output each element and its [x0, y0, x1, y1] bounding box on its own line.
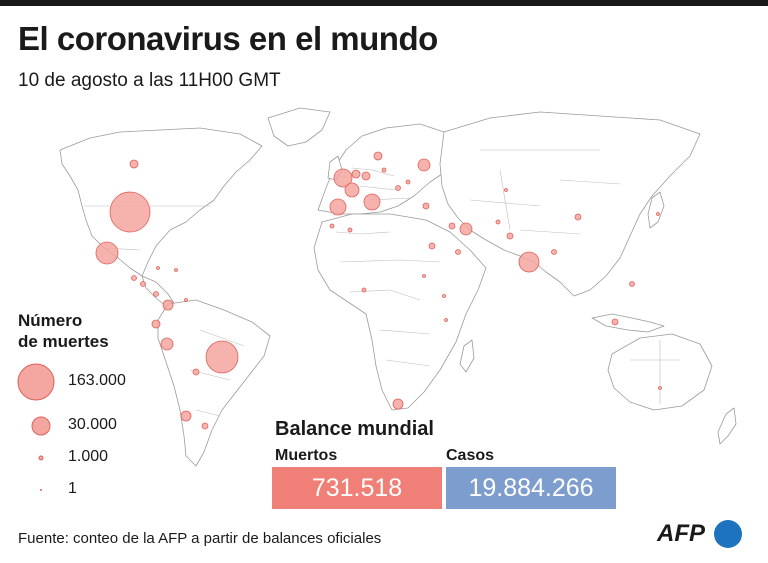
continent-madagascar — [459, 339, 475, 373]
bubble-canada — [129, 159, 139, 169]
continent-south-america — [157, 299, 271, 467]
bubble-poland — [381, 167, 387, 173]
bubble-afghanistan — [495, 219, 501, 225]
bubble-germany — [361, 171, 371, 181]
bubble-philippines — [629, 281, 635, 287]
bubble-peru — [160, 337, 174, 351]
bubble-australia — [658, 386, 662, 390]
bubble-cuba — [156, 266, 160, 270]
afp-logo-text: AFP — [657, 520, 705, 547]
bubble-iraq — [448, 222, 456, 230]
continent-greenland — [267, 107, 331, 147]
bubble-sweden — [373, 151, 383, 161]
cases-label: Casos — [446, 447, 495, 464]
cases-value: 19.884.266 — [468, 473, 594, 502]
legend-bubble-small — [38, 455, 44, 461]
bubble-turkey — [422, 202, 430, 210]
bubble-chile — [180, 410, 192, 422]
bubble-belgium — [351, 169, 361, 179]
continent-asia — [439, 111, 701, 297]
death-bubbles — [95, 151, 662, 430]
bubble-china — [574, 213, 582, 221]
page-subtitle: 10 de agosto a las 11H00 GMT — [18, 70, 281, 91]
bubble-brazil — [205, 340, 239, 374]
bubble-venezuela — [184, 298, 188, 302]
continent-north-america — [59, 127, 263, 277]
legend-title-line2: de muertes — [18, 332, 109, 351]
bubble-usa — [109, 191, 151, 233]
bubble-guatemala — [131, 275, 137, 281]
bubble-indonesia — [611, 318, 619, 326]
deaths-value-box: 731.518 — [272, 467, 442, 509]
world-map — [59, 107, 737, 467]
bubble-kazakhstan — [504, 188, 508, 192]
bubble-india — [518, 251, 540, 273]
deaths-value: 731.518 — [311, 473, 403, 502]
legend-label: 163.000 — [68, 372, 126, 389]
legend-title-line1: Número — [18, 311, 83, 330]
bubble-ukraine — [405, 179, 411, 185]
source-note: Fuente: conteo de la AFP a partir de bal… — [18, 530, 382, 547]
bubble-south-africa — [392, 398, 404, 410]
legend-label: 1.000 — [68, 448, 109, 465]
deaths-label: Muertos — [275, 447, 338, 464]
legend-bubble-medium — [31, 416, 51, 436]
legend-item-1000: 1.000 — [14, 444, 174, 474]
bubble-algeria — [347, 227, 353, 233]
bubble-colombia — [162, 299, 174, 311]
bubble-egypt — [428, 242, 436, 250]
bubble-morocco — [329, 223, 335, 229]
bubble-spain — [329, 198, 347, 216]
bubble-nigeria — [361, 287, 367, 293]
balance-title: Balance mundial — [275, 418, 434, 440]
legend-item-30000: 30.000 — [14, 412, 174, 442]
bubble-sudan — [422, 274, 426, 278]
bubble-panama — [153, 291, 159, 297]
bubble-mexico — [95, 241, 119, 265]
afp-logo-dot — [714, 520, 742, 548]
legend-title: Número de muertes — [18, 310, 158, 352]
bubble-honduras — [140, 281, 146, 287]
top-rule — [0, 0, 768, 6]
bubble-kenya — [444, 318, 448, 322]
continent-japan — [647, 191, 665, 229]
continent-africa — [313, 213, 487, 411]
bubble-italy — [363, 193, 381, 211]
bubble-argentina — [201, 422, 209, 430]
bubble-dominican — [174, 268, 178, 272]
legend-label: 30.000 — [68, 416, 117, 433]
legend-bubble-tiny — [40, 489, 42, 491]
bubble-uk — [333, 168, 353, 188]
bubble-bangladesh — [551, 249, 557, 255]
bubble-ethiopia — [442, 294, 446, 298]
legend-bubble-large — [17, 363, 55, 401]
page-title: El coronavirus en el mundo — [18, 20, 438, 57]
legend-label: 1 — [68, 480, 77, 497]
bubble-bolivia — [192, 368, 200, 376]
bubble-france — [344, 182, 360, 198]
bubble-pakistan — [506, 232, 514, 240]
bubble-saudi — [455, 249, 461, 255]
cases-value-box: 19.884.266 — [446, 467, 616, 509]
continent-indonesia — [591, 313, 665, 333]
legend-item-1: 1 — [14, 476, 174, 506]
bubble-japan — [656, 212, 660, 216]
bubble-iran — [459, 222, 473, 236]
legend-item-163000: 163.000 — [14, 362, 174, 402]
bubble-romania — [395, 185, 401, 191]
bubble-ecuador — [151, 319, 161, 329]
bubble-russia — [417, 158, 431, 172]
continent-new-zealand — [717, 407, 737, 445]
